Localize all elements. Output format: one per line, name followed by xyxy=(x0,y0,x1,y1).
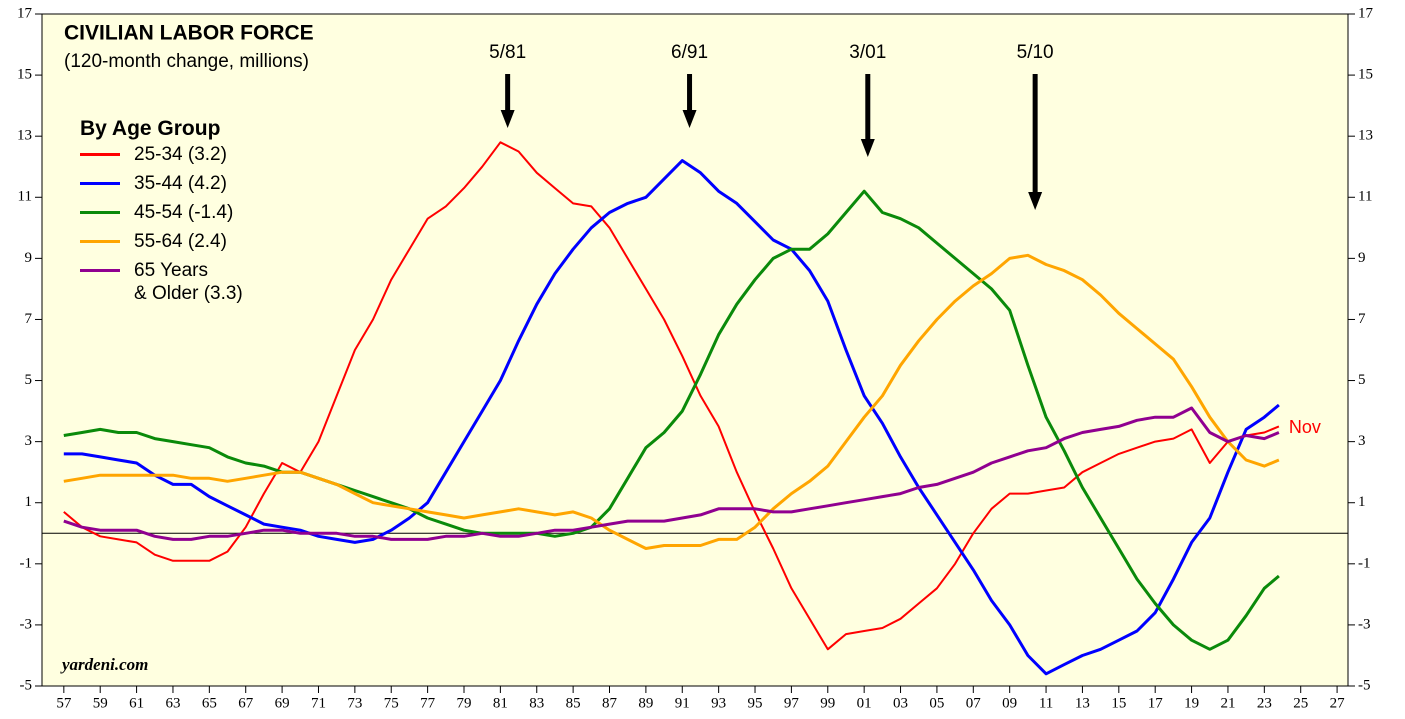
y-tick-label: 13 xyxy=(17,128,32,144)
x-tick-label: 11 xyxy=(1039,695,1053,711)
annotation: 5/81 xyxy=(489,42,526,63)
x-tick-label: 07 xyxy=(966,695,982,711)
x-tick-label: 65 xyxy=(202,695,217,711)
annotation: 5/10 xyxy=(1017,42,1054,63)
y2-tick-label: 1 xyxy=(1358,494,1366,510)
x-tick-label: 05 xyxy=(929,695,944,711)
legend-label: 25-34 (3.2) xyxy=(134,144,227,165)
series-line xyxy=(63,141,1280,651)
x-tick-label: 13 xyxy=(1075,695,1090,711)
y-tick-label: 15 xyxy=(17,67,32,83)
legend-label: 45-54 (-1.4) xyxy=(134,202,234,223)
x-tick-label: 17 xyxy=(1148,695,1164,711)
y2-tick-label: 9 xyxy=(1358,250,1366,266)
x-tick-label: 15 xyxy=(1111,695,1126,711)
chart-title: CIVILIAN LABOR FORCE xyxy=(64,22,314,45)
legend-label: 35-44 (4.2) xyxy=(134,173,227,194)
y-tick-label: 9 xyxy=(25,250,33,266)
x-tick-label: 89 xyxy=(638,695,653,711)
x-tick-label: 97 xyxy=(784,695,800,711)
x-tick-label: 81 xyxy=(493,695,508,711)
series-line xyxy=(63,253,1280,550)
legend-entry: 25-34 (3.2) xyxy=(80,143,243,166)
legend-entry: 45-54 (-1.4) xyxy=(80,201,243,224)
annotation-arrowhead xyxy=(682,110,697,128)
y-tick-label: 7 xyxy=(25,311,33,327)
legend-swatch xyxy=(80,240,120,243)
y2-tick-label: 17 xyxy=(1358,5,1374,21)
annotation-arrowhead xyxy=(860,139,875,157)
x-tick-label: 01 xyxy=(857,695,872,711)
plot-area xyxy=(41,13,1349,687)
legend-label: 65 Years & Older (3.3) xyxy=(134,260,243,304)
y2-tick-label: 3 xyxy=(1358,433,1366,449)
x-tick-label: 83 xyxy=(529,695,544,711)
y2-tick-label: -3 xyxy=(1358,616,1371,632)
annotation: 3/01 xyxy=(849,42,886,63)
y2-tick-label: 7 xyxy=(1358,311,1366,327)
x-tick-label: 75 xyxy=(384,695,399,711)
legend-swatch xyxy=(80,211,120,214)
legend-swatch xyxy=(80,153,120,156)
x-tick-label: 95 xyxy=(748,695,763,711)
x-tick-label: 21 xyxy=(1220,695,1235,711)
y-tick-label: -1 xyxy=(20,555,33,571)
x-tick-label: 79 xyxy=(456,695,471,711)
legend-label: 55-64 (2.4) xyxy=(134,231,227,252)
source: yardeni.com xyxy=(60,655,148,674)
legend-swatch xyxy=(80,269,120,272)
y-tick-label: 11 xyxy=(18,189,32,205)
legend-title: By Age Group xyxy=(80,117,221,140)
series-line xyxy=(63,189,1280,651)
x-tick-label: 85 xyxy=(566,695,581,711)
x-tick-label: 09 xyxy=(1002,695,1017,711)
legend: By Age Group 25-34 (3.2) 35-44 (4.2) 45-54… xyxy=(80,117,243,311)
x-tick-label: 71 xyxy=(311,695,326,711)
x-tick-label: 99 xyxy=(820,695,835,711)
x-tick-label: 69 xyxy=(275,695,290,711)
legend-swatch xyxy=(80,182,120,185)
legend-entry: 55-64 (2.4) xyxy=(80,230,243,253)
x-tick-label: 25 xyxy=(1293,695,1308,711)
x-tick-label: 91 xyxy=(675,695,690,711)
end-label: Nov xyxy=(1289,417,1321,437)
annotation-arrowhead xyxy=(500,110,515,128)
y-tick-label: 5 xyxy=(25,372,33,388)
y2-tick-label: 13 xyxy=(1358,128,1373,144)
y2-tick-label: -5 xyxy=(1358,677,1371,693)
y-tick-label: 17 xyxy=(17,5,33,21)
y-tick-label: 1 xyxy=(25,494,33,510)
legend-entry: 35-44 (4.2) xyxy=(80,172,243,195)
y-tick-label: -5 xyxy=(20,677,33,693)
x-tick-label: 23 xyxy=(1257,695,1272,711)
x-tick-label: 27 xyxy=(1330,695,1346,711)
x-tick-label: 87 xyxy=(602,695,618,711)
y-tick-label: 3 xyxy=(25,433,33,449)
y-tick-label: -3 xyxy=(20,616,33,632)
x-tick-label: 63 xyxy=(165,695,180,711)
legend-entry: 65 Years & Older (3.3) xyxy=(80,259,243,305)
x-tick-label: 67 xyxy=(238,695,254,711)
x-tick-label: 61 xyxy=(129,695,144,711)
x-tick-label: 59 xyxy=(93,695,108,711)
series-line xyxy=(63,159,1280,676)
x-tick-label: 03 xyxy=(893,695,908,711)
x-tick-label: 73 xyxy=(347,695,362,711)
chart-subtitle: (120-month change, millions) xyxy=(64,51,309,72)
annotation-arrowhead xyxy=(1028,192,1043,210)
series-line xyxy=(63,406,1280,541)
x-tick-label: 19 xyxy=(1184,695,1199,711)
annotation: 6/91 xyxy=(671,42,708,63)
x-tick-label: 93 xyxy=(711,695,726,711)
y2-tick-label: 11 xyxy=(1358,189,1372,205)
y2-tick-label: 5 xyxy=(1358,372,1366,388)
y2-tick-label: -1 xyxy=(1358,555,1371,571)
x-tick-label: 77 xyxy=(420,695,436,711)
y2-tick-label: 15 xyxy=(1358,67,1373,83)
x-tick-label: 57 xyxy=(56,695,72,711)
